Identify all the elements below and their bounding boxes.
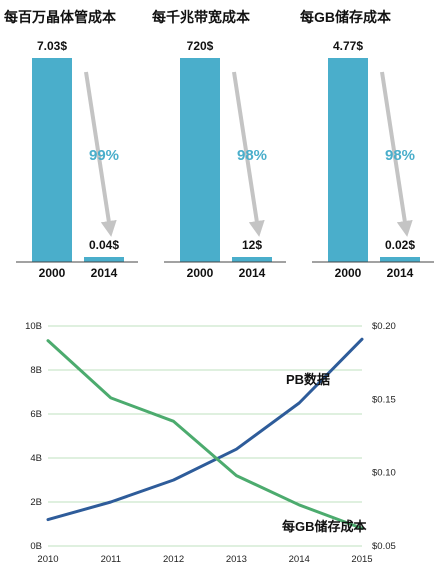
left-axis-tick-label: 0B [30, 541, 42, 552]
x-category-label: 2014 [239, 266, 266, 280]
reduction-percent: 99% [89, 147, 119, 164]
bar-value-label: 7.03$ [37, 39, 67, 53]
bar-group-title: 每千兆带宽成本 [152, 9, 251, 25]
right-axis-tick-label: $0.15 [372, 394, 396, 405]
right-axis-tick-label: $0.20 [372, 321, 396, 332]
series-label-storage-cost: 每GB储存成本 [282, 519, 367, 534]
right-axis-tick-label: $0.10 [372, 468, 396, 479]
bar-group-title: 每GB储存成本 [300, 9, 392, 25]
reduction-percent: 98% [237, 147, 267, 164]
x-axis-tick-label: 2013 [226, 554, 247, 565]
bar-value-label: 720$ [187, 39, 214, 53]
left-axis-tick-label: 2B [30, 497, 42, 508]
decrease-arrow [380, 71, 413, 237]
bar-2014 [380, 257, 420, 262]
bar-value-label: 4.77$ [333, 39, 363, 53]
bar-2000 [328, 58, 368, 262]
left-axis-tick-label: 8B [30, 365, 42, 376]
bar-value-label: 12$ [242, 238, 262, 252]
bar-group-1: 每百万晶体管成本 7.03$ 2000 0.04$ 2014 99% [4, 9, 138, 280]
bar-value-label: 0.04$ [89, 238, 119, 252]
bar-2000 [180, 58, 220, 262]
left-axis-tick-label: 6B [30, 409, 42, 420]
x-category-label: 2000 [39, 266, 66, 280]
decrease-arrow [84, 71, 117, 237]
bar-group-2: 每千兆带宽成本 720$ 2000 12$ 2014 98% [152, 9, 286, 280]
x-axis-tick-label: 2015 [351, 554, 372, 565]
decrease-arrow [232, 71, 265, 237]
bar-group-title: 每百万晶体管成本 [4, 9, 117, 25]
series-line-1 [46, 337, 364, 522]
x-category-label: 2000 [335, 266, 362, 280]
x-category-label: 2000 [187, 266, 214, 280]
bar-2014 [232, 257, 272, 262]
x-category-label: 2014 [387, 266, 414, 280]
x-category-label: 2014 [91, 266, 118, 280]
bar-charts-panel: 每百万晶体管成本 7.03$ 2000 0.04$ 2014 99% 每千兆带宽成本 720$… [4, 9, 434, 280]
x-axis-tick-label: 2012 [163, 554, 184, 565]
x-axis-tick-label: 2011 [101, 554, 121, 565]
bar-value-label: 0.02$ [385, 238, 415, 252]
reduction-percent: 98% [385, 147, 415, 164]
bar-group-3: 每GB储存成本 4.77$ 2000 0.02$ 2014 98% [300, 9, 434, 280]
bar-2000 [32, 58, 72, 262]
line-chart-panel: 0B 2B 4B 6B 8B 10B $0.05 $0.10 $0.15 $0.20 2010 201… [25, 321, 396, 565]
bar-2014 [84, 257, 124, 262]
x-axis-tick-label: 2010 [37, 554, 58, 565]
left-axis-tick-label: 4B [30, 453, 42, 464]
series-label-pb-data: PB数据 [286, 372, 330, 387]
x-axis-tick-label: 2014 [289, 554, 310, 565]
left-axis-tick-label: 10B [25, 321, 42, 332]
series-line-2 [46, 339, 364, 530]
right-axis-tick-label: $0.05 [372, 541, 396, 552]
